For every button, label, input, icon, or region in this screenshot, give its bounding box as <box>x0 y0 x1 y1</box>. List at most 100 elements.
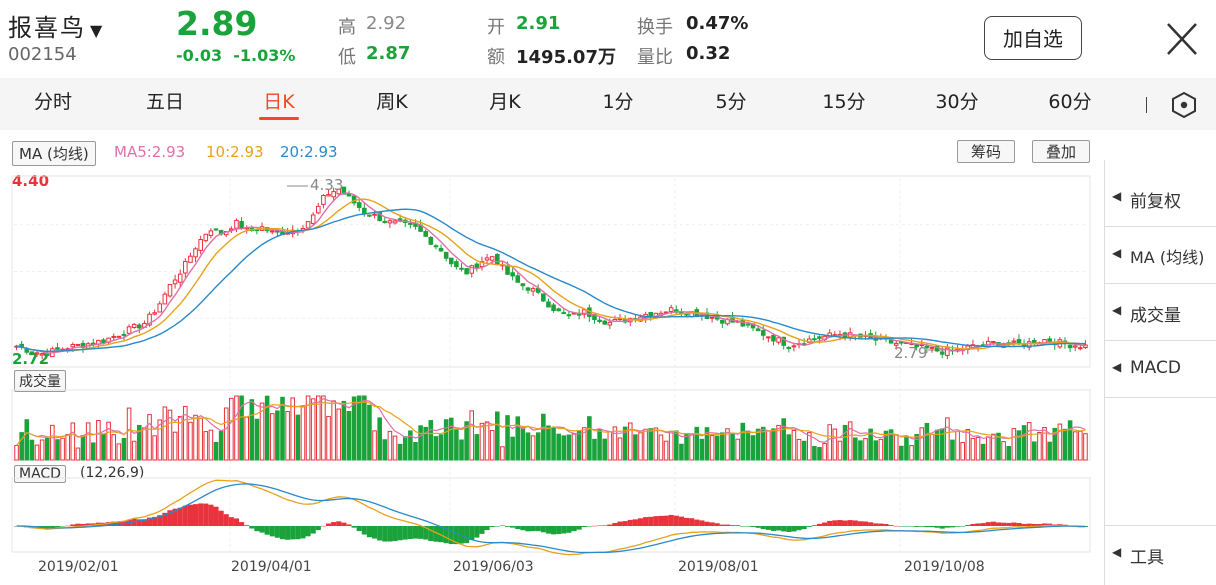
volume-bar <box>904 435 909 461</box>
volume-bar <box>955 431 960 461</box>
volume-bar <box>1042 427 1047 461</box>
macd-bar <box>433 526 439 542</box>
macd-bar <box>857 521 863 526</box>
tab-weekly-k[interactable]: 周K <box>376 91 408 113</box>
tab-15min[interactable]: 15分 <box>822 91 866 113</box>
volume-bar <box>1032 441 1037 461</box>
side-item-macd[interactable]: ◀ MACD <box>1104 341 1216 398</box>
candle-body <box>121 333 127 336</box>
macd-bar <box>361 526 367 535</box>
volume-bar <box>183 405 188 461</box>
macd-bar <box>111 521 117 526</box>
ma20-value: 20:2.93 <box>280 143 338 161</box>
dropdown-triangle-icon[interactable]: ▼ <box>90 21 105 40</box>
volume-bar <box>561 435 567 461</box>
macd-bar <box>331 522 337 526</box>
volume-bar <box>203 431 209 461</box>
candle-body <box>929 346 935 349</box>
macd-bar <box>648 516 654 526</box>
volume-bar <box>581 427 587 461</box>
macd-bar <box>418 526 424 539</box>
candle-body <box>428 236 434 245</box>
volume-bar <box>137 424 142 461</box>
candle-body <box>239 220 244 229</box>
volume-bar <box>740 422 746 461</box>
macd-bar <box>208 504 214 526</box>
overlay-button[interactable]: 叠加 <box>1032 140 1090 163</box>
volume-bar <box>85 422 91 461</box>
macd-bar <box>561 526 567 534</box>
candle-body <box>1067 344 1073 349</box>
volume-bar <box>863 437 868 461</box>
macd-bar <box>719 524 725 526</box>
macd-bar <box>249 526 255 529</box>
tools-button[interactable]: ◀ 工具 <box>1104 525 1216 583</box>
volume-bar <box>730 433 735 461</box>
macd-bar <box>366 526 372 538</box>
volume-bar <box>96 420 101 461</box>
candle-body <box>208 230 214 236</box>
tab-intraday[interactable]: 分时 <box>33 91 72 113</box>
candle-body <box>331 191 336 198</box>
candle-body <box>326 194 331 197</box>
ma-indicator-label[interactable]: MA (均线) <box>12 141 96 166</box>
macd-bar <box>397 526 403 541</box>
macd-bar <box>632 519 638 526</box>
chips-button[interactable]: 筹码 <box>957 140 1015 163</box>
macd-bar <box>213 506 219 526</box>
volume-bar <box>817 446 822 461</box>
side-item-volume[interactable]: ◀ 成交量 <box>1104 284 1216 341</box>
left-triangle-icon: ◀ <box>1112 246 1122 260</box>
add-watchlist-button[interactable]: 加自选 <box>984 16 1082 60</box>
macd-bar <box>1001 522 1007 526</box>
tab-5min[interactable]: 5分 <box>715 91 747 113</box>
volume-bar <box>827 424 833 461</box>
macd-bar <box>239 522 245 526</box>
macd-bar <box>1021 523 1027 526</box>
candle-body <box>362 207 367 214</box>
volume-bar <box>760 426 766 461</box>
volume-bar <box>602 438 607 461</box>
volume-bar <box>433 436 439 461</box>
tab-five-day[interactable]: 五日 <box>145 91 184 113</box>
volume-bar <box>1083 433 1088 461</box>
volume-bar <box>796 438 802 461</box>
volume-bar <box>945 417 950 461</box>
macd-bar <box>515 526 521 530</box>
volume-bar <box>474 434 480 461</box>
macd-bar <box>387 526 393 542</box>
volume-bar <box>786 434 792 461</box>
volume-bar <box>1057 423 1063 461</box>
date-tick: 2019/08/01 <box>678 559 759 575</box>
open-value: 2.91 <box>516 13 561 34</box>
macd-bar <box>990 521 996 526</box>
volume-bar <box>806 432 812 461</box>
volume-bar <box>356 395 362 461</box>
volume-label[interactable]: 成交量 <box>14 370 66 392</box>
volume-bar <box>888 429 894 461</box>
candle-body <box>786 346 792 349</box>
settings-hexagon-icon[interactable] <box>1170 91 1198 119</box>
macd-bar <box>1016 522 1022 526</box>
side-item-ma[interactable]: ◀ MA (均线) <box>1104 227 1216 284</box>
side-item-forward-adjust[interactable]: ◀ 前复权 <box>1104 170 1216 227</box>
macd-bar <box>586 526 592 527</box>
tab-1min[interactable]: 1分 <box>602 91 634 113</box>
tab-60min[interactable]: 60分 <box>1048 91 1092 113</box>
macd-bar <box>781 526 787 532</box>
candle-body <box>111 335 117 338</box>
candle-body <box>914 344 919 348</box>
macd-bar <box>842 520 848 526</box>
close-icon[interactable] <box>1160 20 1204 60</box>
tab-monthly-k[interactable]: 月K <box>489 91 521 113</box>
volume-bar <box>1067 420 1073 461</box>
macd-bar <box>755 526 761 528</box>
tab-daily-k[interactable]: 日K <box>263 91 295 113</box>
volume-bar <box>535 432 541 461</box>
kline-chart[interactable] <box>0 160 1104 585</box>
low-label: 低 <box>338 47 356 68</box>
candle-body <box>408 222 413 225</box>
tab-30min[interactable]: 30分 <box>935 91 979 113</box>
volume-bar <box>44 437 50 461</box>
macd-bar <box>1041 523 1048 526</box>
